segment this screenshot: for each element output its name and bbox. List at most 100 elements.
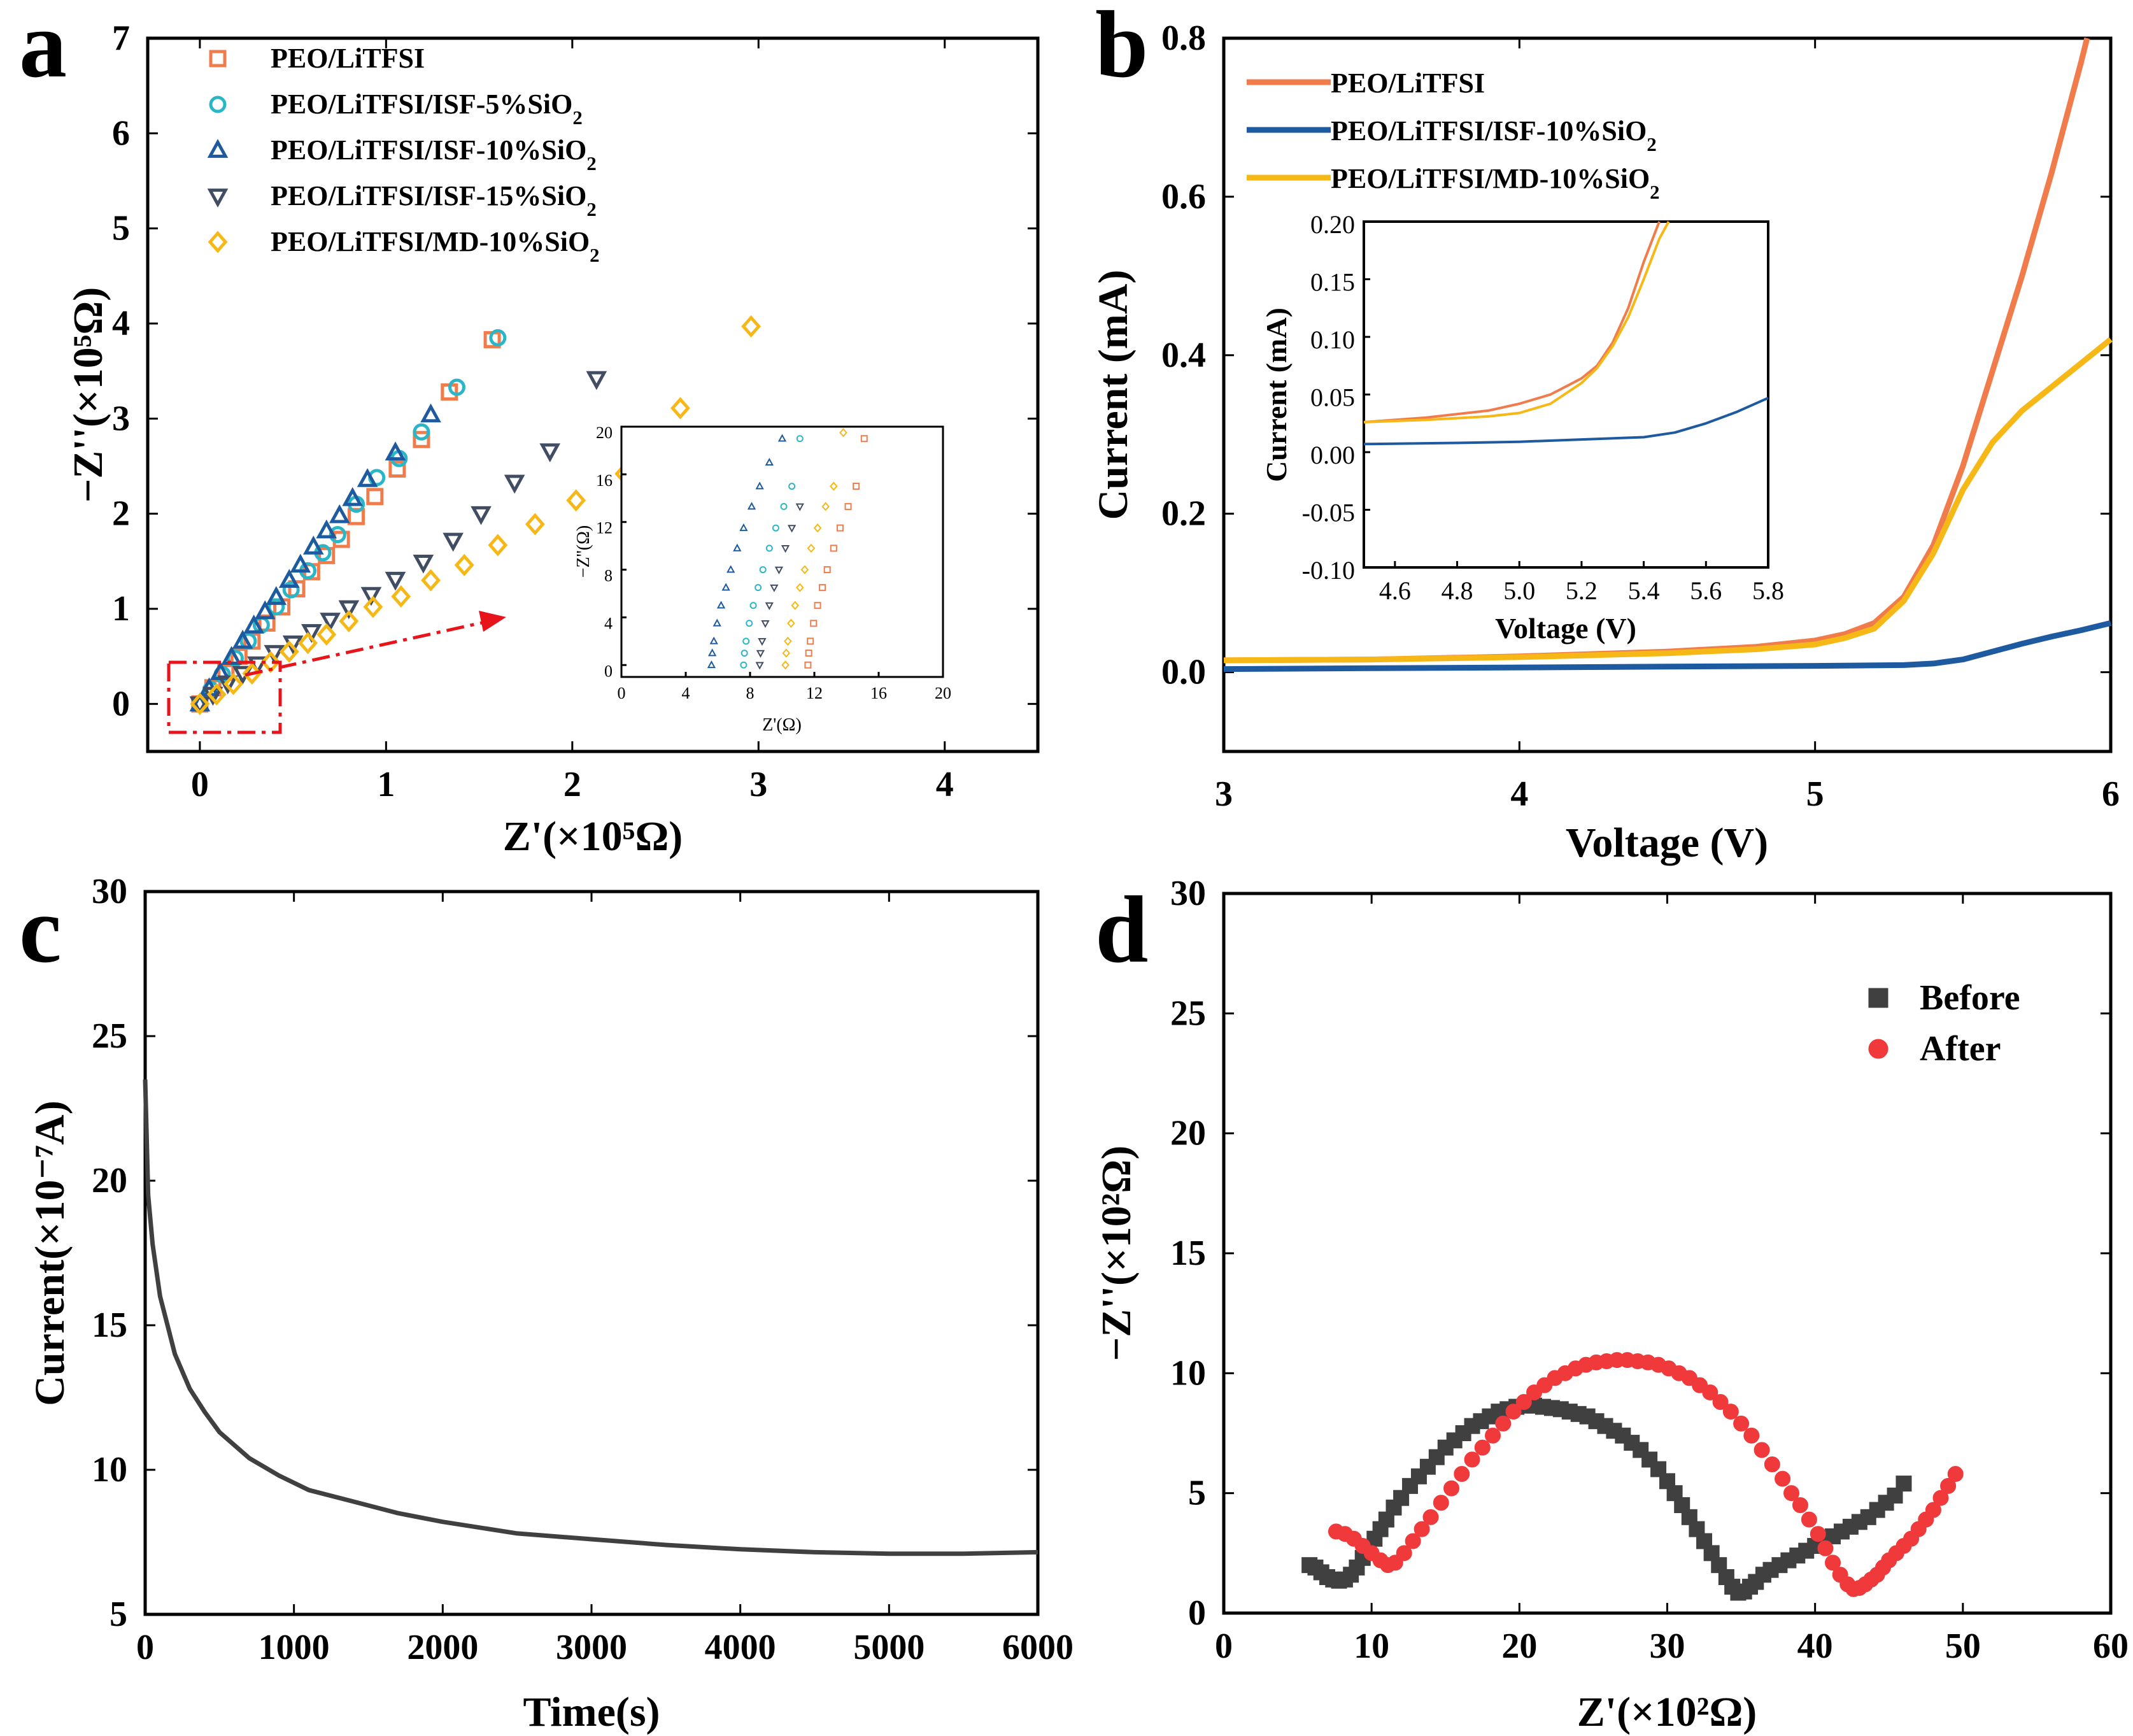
a-inset-point xyxy=(830,481,838,491)
d-point xyxy=(1422,1509,1439,1525)
x-tick-label: 4.8 xyxy=(1442,576,1473,605)
a-point xyxy=(316,519,337,539)
d-point xyxy=(1722,1404,1739,1420)
a-point xyxy=(266,586,287,605)
x-tick-label: 40 xyxy=(1797,1626,1833,1666)
a-point xyxy=(339,609,359,632)
a-inset-point xyxy=(772,524,779,532)
d-legend-label: Before xyxy=(1920,978,2020,1018)
y-tick-label: 0 xyxy=(1188,1593,1206,1633)
y-tick-label: 16 xyxy=(596,471,613,490)
a-point xyxy=(413,430,430,448)
d-point xyxy=(1775,1470,1791,1487)
y-tick-label: 2 xyxy=(112,494,130,534)
d-point xyxy=(1702,1384,1718,1400)
panel-b-label: b xyxy=(1095,0,1148,97)
zoom-region-box xyxy=(167,660,282,734)
panel-d-xlabel: Z'(×10²Ω) xyxy=(1577,1689,1757,1735)
panel-b-inset-xlabel: Voltage (V) xyxy=(1495,612,1636,644)
panel-c-lines xyxy=(143,1079,1038,1556)
panel-d-ticks: 0 10 20 30 40 50 60 0 5 10 15 20 25 30 xyxy=(1170,874,2129,1666)
x-tick-label: 10 xyxy=(1354,1626,1389,1666)
panel-b-legend: PEO/LiTFSI PEO/LiTFSI/ISF-10%SiO2 PEO/LiTF… xyxy=(1247,68,1660,203)
y-tick-label: 5 xyxy=(110,1595,127,1634)
a-legend-label: PEO/LiTFSI/MD-10%SiO2 xyxy=(271,226,600,266)
a-point xyxy=(360,587,382,606)
a-inset-point xyxy=(788,483,796,490)
a-inset-point xyxy=(742,637,750,645)
a-inset-point xyxy=(807,637,814,645)
a-inset-point xyxy=(787,618,795,628)
y-tick-label: 0.2 xyxy=(1161,494,1206,534)
x-tick-label: 4000 xyxy=(705,1628,776,1667)
a-point xyxy=(298,632,318,655)
a-inset-point xyxy=(800,565,809,574)
a-inset-point xyxy=(823,566,831,574)
a-inset-point xyxy=(721,583,730,591)
a-legend-marker xyxy=(209,96,227,113)
x-tick-label: 4 xyxy=(682,684,690,702)
panel-d: 0 10 20 30 40 50 60 0 5 10 15 20 25 30 Z'(×10²Ω) −Z''… xyxy=(1093,874,2129,1735)
a-point xyxy=(420,403,441,423)
a-point xyxy=(489,329,507,346)
a-point xyxy=(290,553,311,573)
a-inset-point xyxy=(804,661,812,669)
a-inset-point xyxy=(749,602,757,609)
a-inset-point xyxy=(777,434,787,442)
x-tick-label: 3 xyxy=(749,765,767,804)
a-point xyxy=(539,443,561,462)
y-tick-label: 1 xyxy=(112,589,130,629)
y-tick-label: 25 xyxy=(92,1016,127,1056)
x-tick-label: 6 xyxy=(2102,774,2120,814)
panel-a-points xyxy=(189,315,762,716)
a-point xyxy=(329,504,350,523)
x-tick-label: 1 xyxy=(377,765,395,804)
a-inset-point xyxy=(807,543,816,553)
d-point xyxy=(1896,1476,1912,1492)
d-point xyxy=(1783,1485,1800,1502)
y-tick-label: 4 xyxy=(112,304,130,343)
panel-b-inset-lines xyxy=(1363,221,1769,446)
a-inset-point xyxy=(844,502,852,510)
a-point xyxy=(385,441,406,460)
y-tick-label: 0.6 xyxy=(1161,177,1206,217)
panel-c-frame xyxy=(143,890,1040,1616)
zoom-arrow-shaft xyxy=(244,619,491,677)
c-line xyxy=(143,1079,1038,1556)
panel-c-label: c xyxy=(19,877,62,983)
panel-a-ylabel: −Z''(×10⁵Ω) xyxy=(65,287,111,503)
a-point xyxy=(413,423,430,441)
a-point xyxy=(504,474,525,494)
a-point xyxy=(413,554,434,574)
y-tick-label: 0.15 xyxy=(1310,268,1355,297)
d-point xyxy=(1733,1415,1750,1432)
panel-c-xlabel: Time(s) xyxy=(523,1689,660,1735)
a-point xyxy=(243,615,265,634)
b-legend-label: PEO/LiTFSI xyxy=(1331,68,1485,99)
a-inset-point xyxy=(765,457,774,466)
a-inset-point xyxy=(853,483,860,490)
a-inset-point xyxy=(709,636,718,644)
y-tick-label: 30 xyxy=(1170,874,1206,913)
a-point xyxy=(348,508,365,525)
x-tick-label: 2000 xyxy=(407,1628,478,1667)
d-point xyxy=(1485,1427,1501,1444)
y-tick-label: 0.05 xyxy=(1310,383,1355,412)
a-inset-point xyxy=(830,544,837,552)
a-point xyxy=(471,506,492,525)
y-tick-label: 20 xyxy=(596,423,613,442)
y-tick-label: 5 xyxy=(112,209,130,248)
y-tick-label: 3 xyxy=(112,399,130,438)
panel-b-ticks: 3 4 5 6 0.0 0.2 0.4 0.6 0.8 xyxy=(1161,18,2120,814)
a-inset-point xyxy=(765,602,774,610)
a-inset-point xyxy=(860,435,868,443)
a-inset-point xyxy=(755,584,762,592)
x-tick-label: 16 xyxy=(870,684,887,702)
a-inset-point xyxy=(747,502,756,510)
a-inset-point xyxy=(741,650,748,657)
x-tick-label: 4.6 xyxy=(1379,576,1411,605)
a-point xyxy=(338,600,360,620)
a-inset-point xyxy=(755,662,764,670)
y-tick-label: 0 xyxy=(112,684,130,723)
